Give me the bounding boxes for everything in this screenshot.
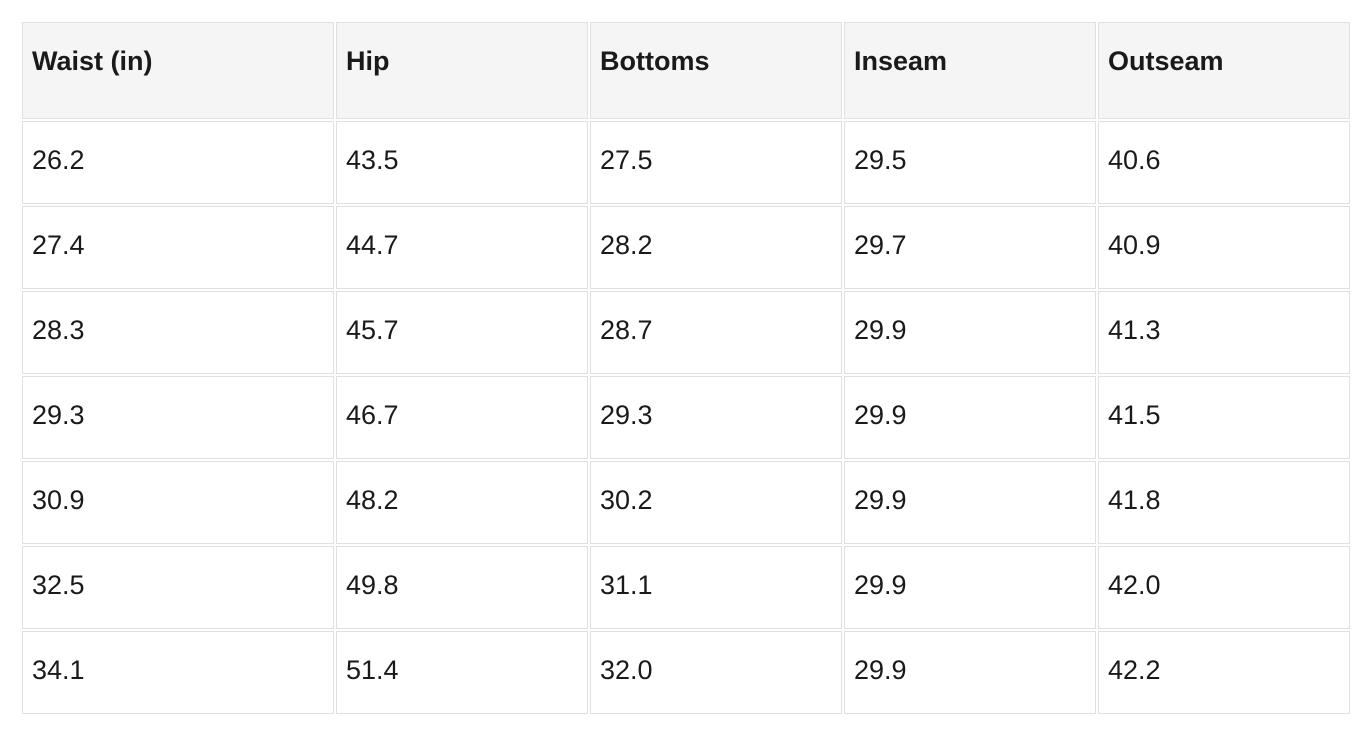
table-cell: 29.5	[844, 121, 1096, 204]
table-cell: 29.9	[844, 546, 1096, 629]
table-cell: 41.5	[1098, 376, 1350, 459]
table-cell: 32.0	[590, 631, 842, 714]
table-cell: 29.9	[844, 461, 1096, 544]
table-cell: 42.0	[1098, 546, 1350, 629]
table-cell: 51.4	[336, 631, 588, 714]
column-header-bottoms: Bottoms	[590, 22, 842, 119]
table-cell: 26.2	[22, 121, 334, 204]
column-header-hip: Hip	[336, 22, 588, 119]
table-cell: 44.7	[336, 206, 588, 289]
table-cell: 27.4	[22, 206, 334, 289]
table-cell: 32.5	[22, 546, 334, 629]
table-row: 28.3 45.7 28.7 29.9 41.3	[22, 291, 1350, 374]
column-header-inseam: Inseam	[844, 22, 1096, 119]
table-cell: 27.5	[590, 121, 842, 204]
size-chart-table: Waist (in) Hip Bottoms Inseam Outseam 26…	[20, 20, 1352, 716]
header-row: Waist (in) Hip Bottoms Inseam Outseam	[22, 22, 1350, 119]
table-row: 26.2 43.5 27.5 29.5 40.6	[22, 121, 1350, 204]
table-cell: 41.3	[1098, 291, 1350, 374]
table-cell: 30.2	[590, 461, 842, 544]
table-cell: 45.7	[336, 291, 588, 374]
table-cell: 48.2	[336, 461, 588, 544]
column-header-waist: Waist (in)	[22, 22, 334, 119]
table-cell: 29.7	[844, 206, 1096, 289]
table-cell: 29.3	[590, 376, 842, 459]
column-header-outseam: Outseam	[1098, 22, 1350, 119]
table-cell: 28.3	[22, 291, 334, 374]
table-cell: 40.9	[1098, 206, 1350, 289]
table-cell: 31.1	[590, 546, 842, 629]
table-row: 29.3 46.7 29.3 29.9 41.5	[22, 376, 1350, 459]
table-cell: 40.6	[1098, 121, 1350, 204]
table-row: 34.1 51.4 32.0 29.9 42.2	[22, 631, 1350, 714]
table-cell: 29.9	[844, 376, 1096, 459]
table-cell: 41.8	[1098, 461, 1350, 544]
table-cell: 43.5	[336, 121, 588, 204]
table-cell: 29.9	[844, 631, 1096, 714]
table-row: 32.5 49.8 31.1 29.9 42.0	[22, 546, 1350, 629]
table-cell: 28.7	[590, 291, 842, 374]
table-row: 27.4 44.7 28.2 29.7 40.9	[22, 206, 1350, 289]
table-cell: 29.3	[22, 376, 334, 459]
table-cell: 46.7	[336, 376, 588, 459]
table-row: 30.9 48.2 30.2 29.9 41.8	[22, 461, 1350, 544]
table-cell: 29.9	[844, 291, 1096, 374]
table-cell: 34.1	[22, 631, 334, 714]
table-cell: 30.9	[22, 461, 334, 544]
table-cell: 49.8	[336, 546, 588, 629]
table-cell: 42.2	[1098, 631, 1350, 714]
table-cell: 28.2	[590, 206, 842, 289]
